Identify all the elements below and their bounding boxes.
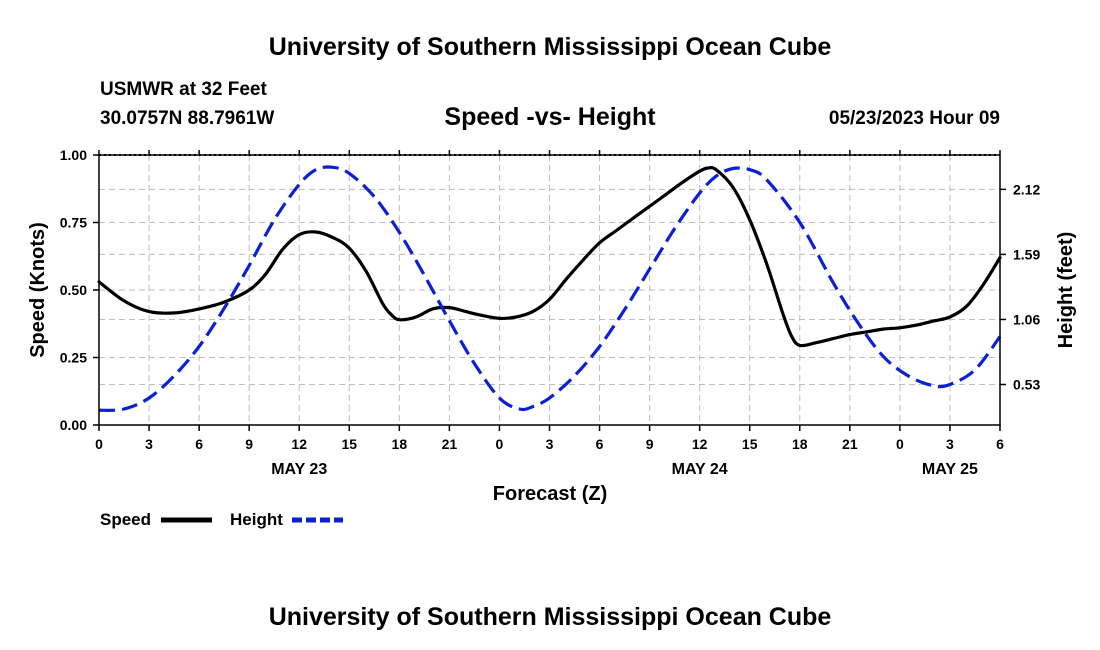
y-left-tick-label: 0.75 <box>60 215 87 231</box>
x-tick-label: 3 <box>546 436 554 452</box>
date-label: MAY 23 <box>271 461 327 478</box>
station-label: USMWR at 32 Feet <box>100 79 267 100</box>
y-right-tick-label: 0.53 <box>1013 377 1040 393</box>
x-tick-label: 15 <box>742 436 758 452</box>
x-tick-label: 18 <box>792 436 808 452</box>
x-tick-label: 12 <box>291 436 307 452</box>
x-tick-label: 0 <box>896 436 904 452</box>
x-tick-label: 18 <box>392 436 408 452</box>
chart-title: Speed -vs- Height <box>444 103 656 131</box>
date-label: 05/23/2023 Hour 09 <box>829 108 1000 129</box>
x-tick-label: 3 <box>946 436 954 452</box>
y-left-tick-label: 0.00 <box>60 417 87 433</box>
x-tick-label: 21 <box>442 436 458 452</box>
date-label: MAY 24 <box>672 461 728 478</box>
y-right-tick-label: 1.59 <box>1013 246 1040 262</box>
legend-label-speed: Speed <box>100 510 151 529</box>
y-left-tick-label: 1.00 <box>60 147 87 163</box>
page-title: University of Southern Mississippi Ocean… <box>269 33 832 61</box>
series-line-height <box>98 165 1002 412</box>
y-axis-right-title: Height (feet) <box>1055 232 1077 349</box>
x-tick-label: 0 <box>496 436 504 452</box>
legend: Speed Height <box>100 510 343 529</box>
y-left-tick-label: 0.25 <box>60 350 87 366</box>
x-tick-label: 9 <box>646 436 654 452</box>
series-line-speed <box>97 165 1002 348</box>
x-tick-label: 12 <box>692 436 708 452</box>
x-tick-label: 9 <box>245 436 253 452</box>
footer-title: University of Southern Mississippi Ocean… <box>269 603 832 631</box>
x-tick-label: 3 <box>145 436 153 452</box>
x-tick-label: 6 <box>996 436 1004 452</box>
axes: 0 3 6 9 12 15 18 21 0 3 6 9 12 15 18 21 0 3 6 MAY 23 MAY 24 M… <box>60 147 1041 478</box>
legend-label-height: Height <box>230 510 283 529</box>
series-group <box>97 165 1002 412</box>
y-axis-left-title: Speed (Knots) <box>27 222 49 358</box>
y-right-tick-label: 1.06 <box>1013 311 1040 327</box>
y-right-tick-label: 2.12 <box>1013 181 1040 197</box>
x-tick-label: 6 <box>195 436 203 452</box>
x-tick-label: 0 <box>95 436 103 452</box>
x-axis-title: Forecast (Z) <box>493 483 607 505</box>
location-label: 30.0757N 88.7961W <box>100 108 274 129</box>
x-tick-label: 15 <box>341 436 357 452</box>
date-label: MAY 25 <box>922 461 978 478</box>
x-tick-label: 21 <box>842 436 858 452</box>
y-left-tick-label: 0.50 <box>60 282 87 298</box>
x-tick-label: 6 <box>596 436 604 452</box>
